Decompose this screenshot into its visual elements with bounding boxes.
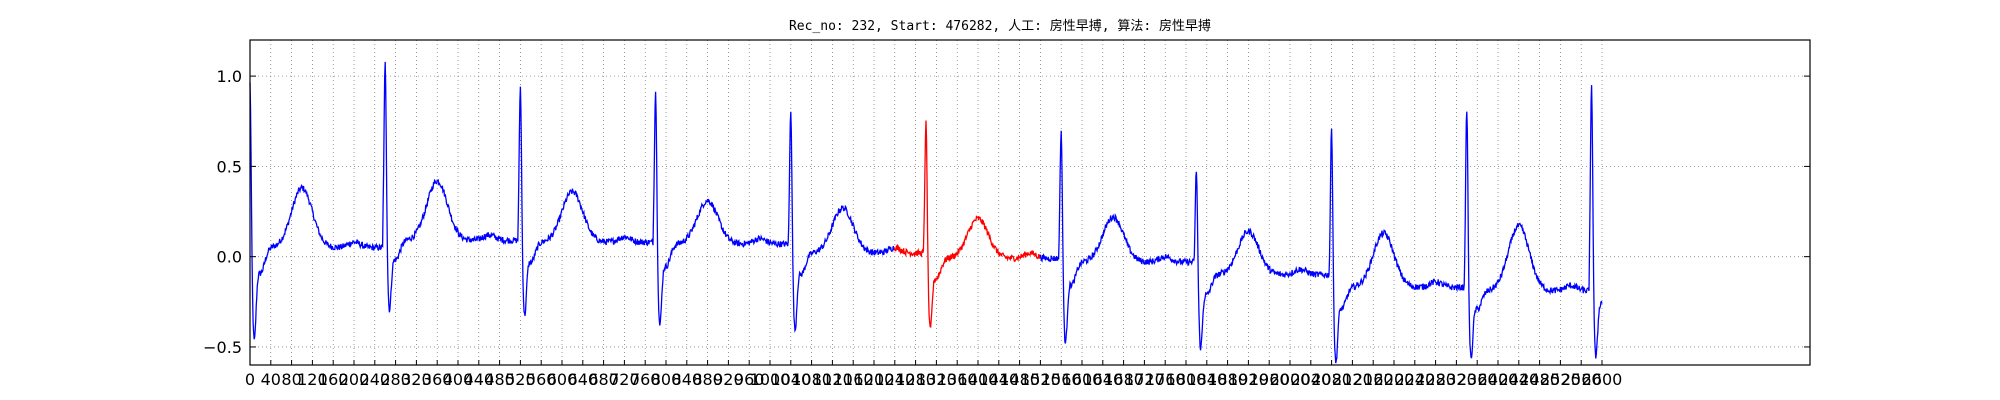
x-tick-label: 1920 (1228, 370, 1269, 389)
x-tick-label: 1680 (1103, 370, 1144, 389)
x-tick-label: 520 (505, 370, 536, 389)
x-tick-label: 240 (360, 370, 391, 389)
highlighted-beat-segment (893, 120, 1042, 328)
x-tick-label: 2040 (1290, 370, 1331, 389)
x-tick-label: 880 (692, 370, 723, 389)
x-tick-label: 560 (526, 370, 557, 389)
y-axis-ticks: −0.5 0.0 0.5 1.0 (203, 67, 1810, 357)
x-tick-label: 2080 (1311, 370, 1352, 389)
x-tick-label: 800 (651, 370, 682, 389)
x-tick-label: 400 (443, 370, 474, 389)
y-tick-label: 0.5 (217, 157, 242, 176)
x-tick-label: 1440 (978, 370, 1019, 389)
x-tick-label: 2560 (1561, 370, 1602, 389)
x-tick-label: 1240 (874, 370, 915, 389)
x-tick-label: 840 (672, 370, 703, 389)
ecg-segment (249, 61, 895, 340)
x-tick-label: 1720 (1124, 370, 1165, 389)
x-tick-label: 1080 (791, 370, 832, 389)
x-tick-label: 1560 (1041, 370, 1082, 389)
x-tick-label: 1800 (1166, 370, 1207, 389)
x-tick-label: 600 (547, 370, 578, 389)
x-tick-label: 1600 (1062, 370, 1103, 389)
x-tick-label: 1400 (958, 370, 999, 389)
x-tick-label: 2240 (1394, 370, 1435, 389)
x-tick-label: 2360 (1457, 370, 1498, 389)
x-tick-label: 2120 (1332, 370, 1373, 389)
x-tick-label: 2160 (1353, 370, 1394, 389)
x-tick-label: 1320 (916, 370, 957, 389)
x-tick-label: 1280 (895, 370, 936, 389)
x-tick-label: 1120 (812, 370, 853, 389)
x-tick-label: 120 (297, 370, 328, 389)
x-tick-label: 40 (261, 370, 281, 389)
x-tick-label: 1040 (770, 370, 811, 389)
x-tick-label: 2200 (1374, 370, 1415, 389)
x-tick-label: 920 (713, 370, 744, 389)
ecg-segment (1039, 85, 1603, 364)
x-tick-label: 760 (630, 370, 661, 389)
x-tick-label: 200 (339, 370, 370, 389)
x-tick-label: 440 (464, 370, 495, 389)
ecg-trace (249, 61, 1603, 364)
y-tick-label: 0.0 (217, 248, 242, 267)
chart-title: Rec_no: 232, Start: 476282, 人工: 房性早搏, 算法… (789, 18, 1211, 34)
x-tick-label: 480 (484, 370, 515, 389)
x-tick-label: 2520 (1540, 370, 1581, 389)
x-tick-label: 1480 (999, 370, 1040, 389)
grid-lines (249, 40, 1810, 365)
x-tick-label: 720 (609, 370, 640, 389)
x-tick-label: 2000 (1270, 370, 1311, 389)
x-tick-label: 80 (281, 370, 301, 389)
x-tick-label: 1160 (833, 370, 874, 389)
x-tick-label: 360 (422, 370, 453, 389)
x-tick-label: 2280 (1415, 370, 1456, 389)
x-tick-label: 0 (245, 370, 255, 389)
x-tick-label: 2600 (1582, 370, 1623, 389)
plot-frame (249, 39, 1811, 366)
y-tick-label: 1.0 (217, 67, 242, 86)
x-tick-label: 2480 (1519, 370, 1560, 389)
x-tick-label: 1520 (1020, 370, 1061, 389)
x-tick-label: 1360 (937, 370, 978, 389)
x-tick-label: 160 (318, 370, 349, 389)
x-tick-label: 960 (734, 370, 765, 389)
x-tick-label: 1840 (1186, 370, 1227, 389)
x-axis-ticks: 0 40 8012016020024028032036040044048052056… (245, 360, 1622, 389)
x-tick-label: 320 (401, 370, 432, 389)
x-tick-label: 280 (380, 370, 411, 389)
x-tick-label: 1880 (1207, 370, 1248, 389)
x-tick-label: 2320 (1436, 370, 1477, 389)
x-tick-label: 640 (568, 370, 599, 389)
x-tick-label: 1000 (750, 370, 791, 389)
x-tick-label: 2440 (1498, 370, 1539, 389)
y-tick-label: −0.5 (203, 338, 242, 357)
x-tick-label: 680 (588, 370, 619, 389)
x-tick-label: 2400 (1478, 370, 1519, 389)
x-tick-label: 1640 (1082, 370, 1123, 389)
x-tick-label: 1200 (854, 370, 895, 389)
x-tick-label: 1960 (1249, 370, 1290, 389)
x-tick-label: 1760 (1145, 370, 1186, 389)
